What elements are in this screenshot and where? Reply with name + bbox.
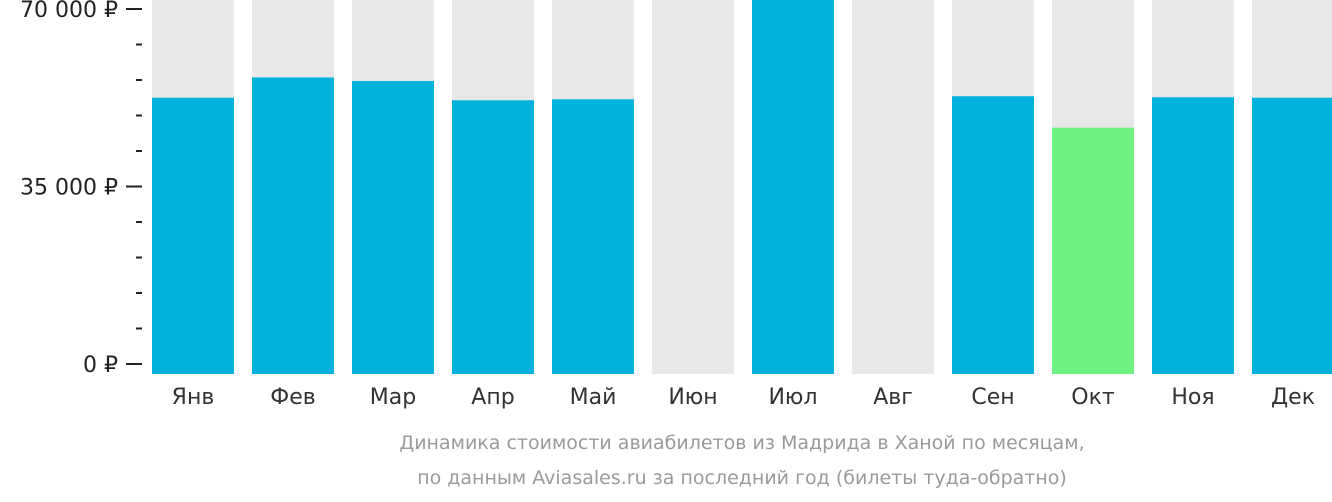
bar-background-8: [852, 0, 934, 374]
y-tick-label: 70 000 ₽: [20, 0, 118, 23]
x-tick-label: Окт: [1071, 385, 1115, 410]
bar-background-6: [652, 0, 734, 374]
y-tick-label: 35 000 ₽: [20, 176, 118, 201]
x-tick-label: Сен: [971, 385, 1014, 410]
bar-9[interactable]: [952, 96, 1034, 374]
bar-11[interactable]: [1152, 97, 1234, 374]
x-tick-label: Июн: [668, 385, 717, 410]
x-tick-label: Янв: [172, 385, 215, 410]
x-axis: Янв Фев Мар Апр Май Июн Июл Авг Сен Окт Ноя Дек: [172, 385, 1315, 410]
x-tick-label: Авг: [873, 385, 913, 410]
x-tick-label: Ноя: [1171, 385, 1214, 410]
bar-2[interactable]: [252, 77, 334, 374]
bar-10[interactable]: [1052, 127, 1134, 375]
bar-7[interactable]: [752, 0, 834, 374]
chart-caption-line-1: Динамика стоимости авиабилетов из Мадрид…: [399, 432, 1085, 454]
bar-12[interactable]: [1252, 97, 1332, 374]
x-tick-label: Апр: [471, 385, 514, 410]
bar-5[interactable]: [552, 99, 634, 375]
x-tick-label: Мар: [370, 385, 416, 410]
y-axis: 0 ₽ 35 000 ₽ 70 000 ₽: [20, 0, 142, 378]
y-tick-label: 0 ₽: [83, 353, 118, 378]
x-tick-label: Фев: [270, 385, 315, 410]
bar-1[interactable]: [152, 97, 234, 374]
bar-4[interactable]: [452, 100, 534, 375]
chart-caption-line-2: по данным Aviasales.ru за последний год …: [417, 467, 1067, 489]
x-tick-label: Май: [570, 385, 617, 410]
price-bars: [152, 0, 1332, 375]
bar-3[interactable]: [352, 81, 434, 374]
x-tick-label: Июл: [768, 385, 817, 410]
x-tick-label: Дек: [1271, 385, 1315, 410]
price-bar-chart: 0 ₽ 35 000 ₽ 70 000 ₽ Янв Фев Мар Апр Май Июн Ию…: [20, 0, 1332, 410]
